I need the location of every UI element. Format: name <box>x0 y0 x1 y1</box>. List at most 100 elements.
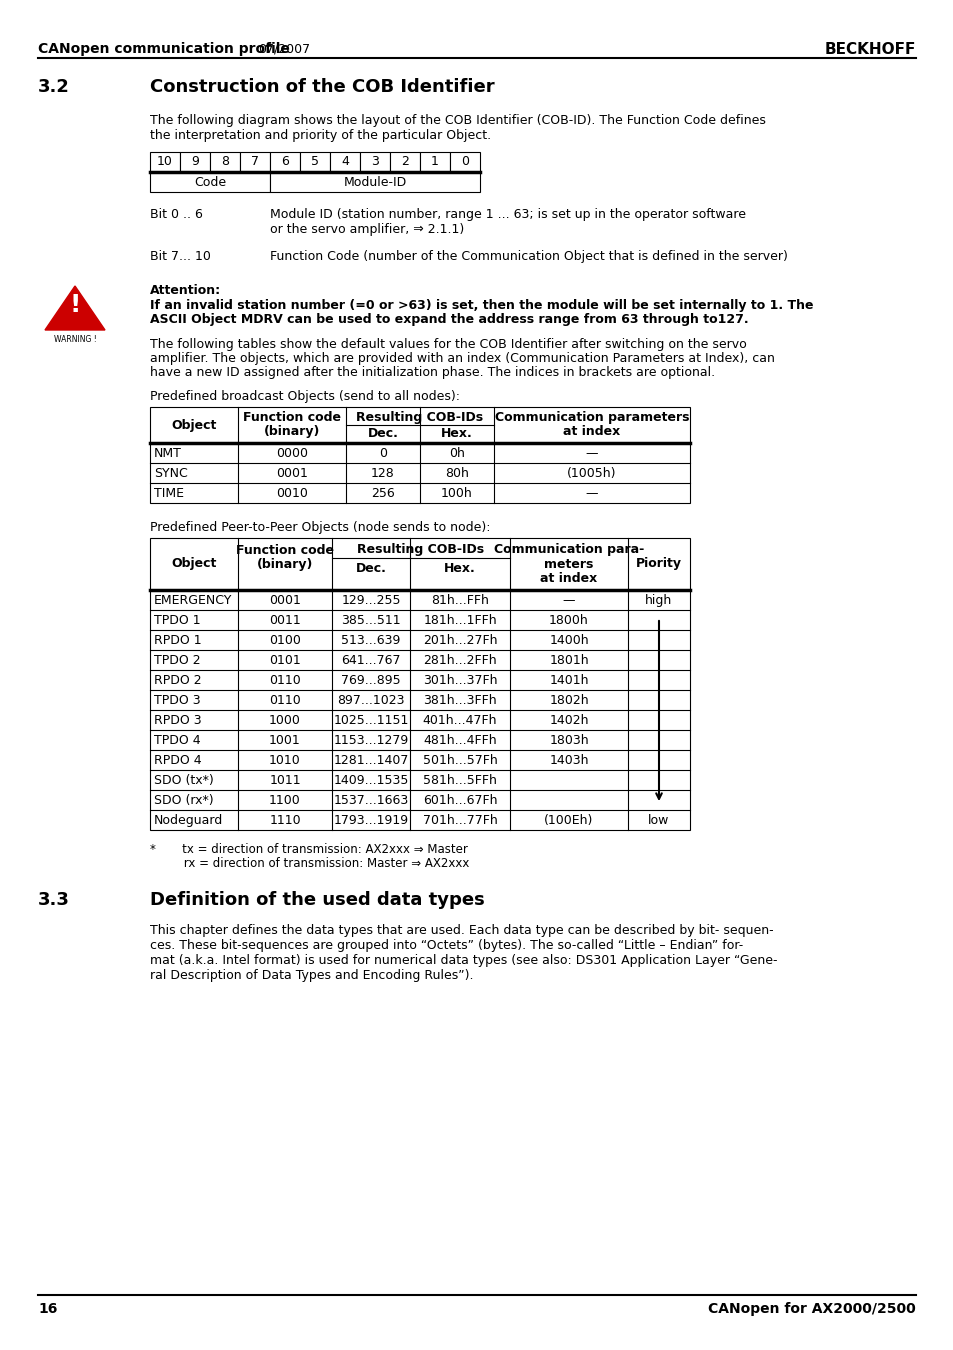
Text: rx = direction of transmission: Master ⇒ AX2xxx: rx = direction of transmission: Master ⇒… <box>150 857 469 869</box>
Text: 385...511: 385...511 <box>341 614 400 626</box>
Text: 1: 1 <box>431 155 438 167</box>
Text: 5: 5 <box>311 155 318 167</box>
Text: 1025...1151: 1025...1151 <box>333 714 408 728</box>
Bar <box>419 153 450 171</box>
Text: RPDO 2: RPDO 2 <box>153 674 201 687</box>
Text: mat (a.k.a. Intel format) is used for numerical data types (see also: DS301 Appl: mat (a.k.a. Intel format) is used for nu… <box>150 954 777 967</box>
Text: TPDO 1: TPDO 1 <box>153 614 200 626</box>
Text: 513...639: 513...639 <box>341 634 400 647</box>
Text: 1802h: 1802h <box>549 694 588 707</box>
Text: 8: 8 <box>221 155 229 167</box>
Text: —: — <box>585 487 598 500</box>
Text: 1153...1279: 1153...1279 <box>333 734 408 747</box>
Text: Dec.: Dec. <box>355 562 386 575</box>
Bar <box>330 153 359 171</box>
Text: 0101: 0101 <box>269 653 300 667</box>
Text: Function code: Function code <box>243 410 340 424</box>
Text: Bit 7... 10: Bit 7... 10 <box>150 250 211 263</box>
Text: Function Code (number of the Communication Object that is defined in the server): Function Code (number of the Communicati… <box>270 250 787 263</box>
Text: 256: 256 <box>371 487 395 500</box>
Text: 1110: 1110 <box>269 814 300 828</box>
Text: EMERGENCY: EMERGENCY <box>153 594 233 608</box>
Text: 0100: 0100 <box>269 634 300 647</box>
Text: 0001: 0001 <box>275 467 308 481</box>
Text: 7: 7 <box>251 155 258 167</box>
Text: Hex.: Hex. <box>440 427 473 440</box>
Bar <box>210 153 240 171</box>
Text: Definition of the used data types: Definition of the used data types <box>150 891 484 909</box>
Text: 1001: 1001 <box>269 734 300 747</box>
Text: (binary): (binary) <box>256 558 313 571</box>
Bar <box>299 153 330 171</box>
Text: 701h...77Fh: 701h...77Fh <box>422 814 497 828</box>
Text: !: ! <box>70 293 81 317</box>
Text: 0: 0 <box>460 155 469 167</box>
Text: RPDO 3: RPDO 3 <box>153 714 201 728</box>
Text: 281h...2FFh: 281h...2FFh <box>423 653 497 667</box>
Text: 4: 4 <box>341 155 349 167</box>
Text: CANopen communication profile: CANopen communication profile <box>38 42 290 55</box>
Text: 0001: 0001 <box>269 594 300 608</box>
Text: 0000: 0000 <box>275 447 308 460</box>
Bar <box>180 153 210 171</box>
Text: 1010: 1010 <box>269 755 300 767</box>
Text: Communication parameters: Communication parameters <box>495 410 688 424</box>
Bar <box>359 153 390 171</box>
Text: 641...767: 641...767 <box>341 653 400 667</box>
Text: 0110: 0110 <box>269 674 300 687</box>
Text: Attention:: Attention: <box>150 284 221 297</box>
Text: TPDO 2: TPDO 2 <box>153 653 200 667</box>
Text: RPDO 4: RPDO 4 <box>153 755 201 767</box>
Text: 128: 128 <box>371 467 395 481</box>
Text: 10: 10 <box>157 155 172 167</box>
Text: CANopen for AX2000/2500: CANopen for AX2000/2500 <box>707 1301 915 1316</box>
Text: Dec.: Dec. <box>367 427 398 440</box>
Text: The following tables show the default values for the COB Identifier after switch: The following tables show the default va… <box>150 338 746 351</box>
Text: ASCII Object MDRV can be used to expand the address range from 63 through to127.: ASCII Object MDRV can be used to expand … <box>150 313 748 325</box>
Text: WARNING !: WARNING ! <box>53 335 96 344</box>
Text: the interpretation and priority of the particular Object.: the interpretation and priority of the p… <box>150 130 491 142</box>
Text: 1801h: 1801h <box>549 653 588 667</box>
Text: 481h...4FFh: 481h...4FFh <box>423 734 497 747</box>
Bar <box>270 153 299 171</box>
Text: Nodeguard: Nodeguard <box>153 814 223 828</box>
Text: 601h...67Fh: 601h...67Fh <box>422 794 497 807</box>
Text: 07/2007: 07/2007 <box>257 42 310 55</box>
Text: 0h: 0h <box>449 447 464 460</box>
Text: SYNC: SYNC <box>153 467 188 481</box>
Text: Hex.: Hex. <box>444 562 476 575</box>
Text: Module ID (station number, range 1 ... 63; is set up in the operator software: Module ID (station number, range 1 ... 6… <box>270 208 745 221</box>
Text: 9: 9 <box>191 155 199 167</box>
Text: Bit 0 .. 6: Bit 0 .. 6 <box>150 208 203 221</box>
Text: (1005h): (1005h) <box>567 467 616 481</box>
Text: meters: meters <box>544 558 593 571</box>
Text: ces. These bit-sequences are grouped into “Octets” (bytes). The so-called “Littl: ces. These bit-sequences are grouped int… <box>150 940 742 952</box>
Text: TPDO 3: TPDO 3 <box>153 694 200 707</box>
Text: (binary): (binary) <box>264 425 320 437</box>
Text: 1403h: 1403h <box>549 755 588 767</box>
Text: at index: at index <box>563 425 620 437</box>
Text: *       tx = direction of transmission: AX2xxx ⇒ Master: * tx = direction of transmission: AX2xxx… <box>150 842 467 856</box>
Text: ral Description of Data Types and Encoding Rules”).: ral Description of Data Types and Encodi… <box>150 969 473 981</box>
Text: have a new ID assigned after the initialization phase. The indices in brackets a: have a new ID assigned after the initial… <box>150 366 715 379</box>
Text: Object: Object <box>172 558 216 571</box>
Text: 80h: 80h <box>445 467 469 481</box>
Text: 1401h: 1401h <box>549 674 588 687</box>
Text: 897...1023: 897...1023 <box>337 694 404 707</box>
Text: NMT: NMT <box>153 447 182 460</box>
Text: 1409...1535: 1409...1535 <box>333 774 408 787</box>
Text: 0010: 0010 <box>275 487 308 500</box>
Text: 501h...57Fh: 501h...57Fh <box>422 755 497 767</box>
Text: 381h...3FFh: 381h...3FFh <box>423 694 497 707</box>
Text: BECKHOFF: BECKHOFF <box>823 42 915 57</box>
Text: 581h...5FFh: 581h...5FFh <box>422 774 497 787</box>
Text: 181h...1FFh: 181h...1FFh <box>423 614 497 626</box>
Text: at index: at index <box>539 572 597 585</box>
Text: TIME: TIME <box>153 487 184 500</box>
Bar <box>150 153 180 171</box>
Text: Resulting COB-IDs: Resulting COB-IDs <box>356 410 483 424</box>
Text: 0011: 0011 <box>269 614 300 626</box>
Text: 1793...1919: 1793...1919 <box>334 814 408 828</box>
Text: 769...895: 769...895 <box>341 674 400 687</box>
Text: Predefined Peer-to-Peer Objects (node sends to node):: Predefined Peer-to-Peer Objects (node se… <box>150 521 490 535</box>
